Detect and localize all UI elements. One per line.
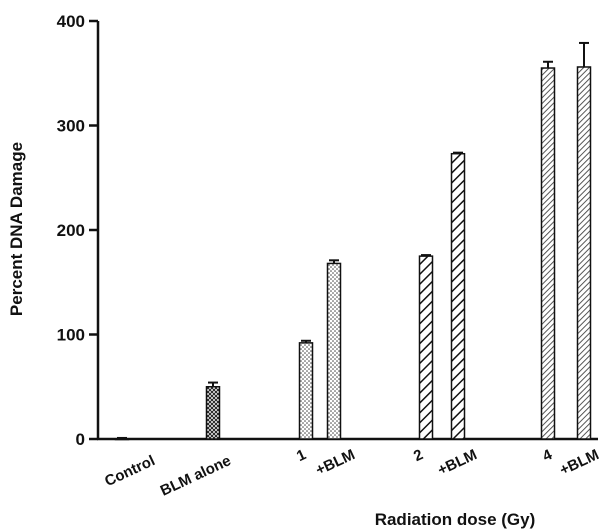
category-label-2: 1 <box>294 446 309 465</box>
bar-1 <box>205 386 221 440</box>
category-labels: Control BLM alone 1 +BLM 2 +BLM 4 +BLM <box>102 446 601 500</box>
y-axis-title: Percent DNA Damage <box>7 142 26 316</box>
category-label-7: +BLM <box>557 446 601 479</box>
category-label-3: +BLM <box>313 446 358 479</box>
bar-4 <box>418 255 434 440</box>
bar-3 <box>326 262 342 440</box>
category-label-4: 2 <box>411 446 426 465</box>
y-tick-label: 400 <box>57 12 85 31</box>
bar-6 <box>540 67 556 440</box>
y-tick-label: 300 <box>57 117 85 136</box>
category-label-6: 4 <box>540 446 555 465</box>
bar-7 <box>576 66 592 440</box>
category-label-0: Control <box>102 452 158 490</box>
category-label-5: +BLM <box>435 446 480 479</box>
x-axis-title: Radiation dose (Gy) <box>375 510 536 529</box>
y-tick-label: 0 <box>76 430 85 449</box>
y-axis: 0 100 200 300 400 <box>57 12 100 449</box>
bar-0 <box>114 438 130 441</box>
category-label-1: BLM alone <box>158 452 234 499</box>
bars-group <box>114 41 592 441</box>
y-tick-label: 100 <box>57 326 85 345</box>
y-tick-label: 200 <box>57 221 85 240</box>
bar-2 <box>298 342 314 440</box>
bar-5 <box>450 152 466 440</box>
